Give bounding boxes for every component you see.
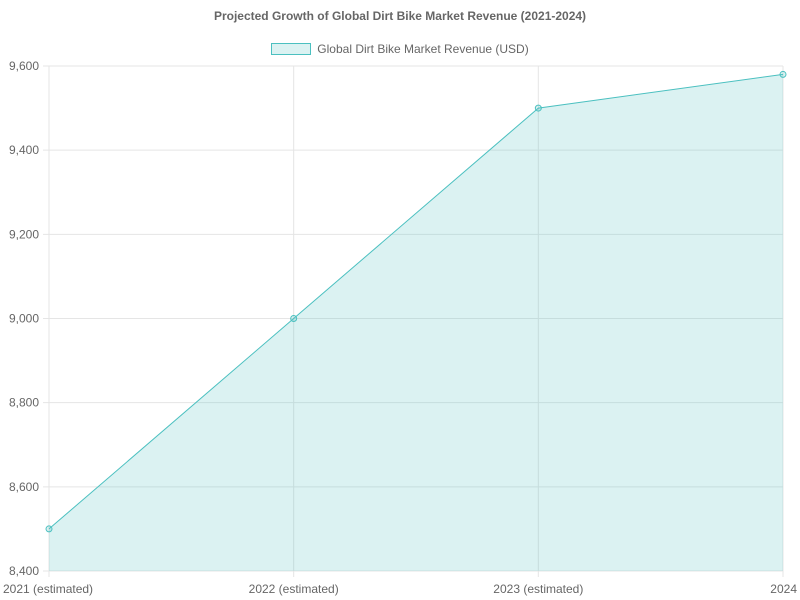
x-tick-label: 2023 (estimated)	[493, 582, 583, 596]
y-tick-label: 9,400	[9, 143, 39, 157]
legend-swatch-icon	[271, 43, 312, 55]
y-tick-label: 9,200	[9, 227, 39, 241]
y-tick-label: 8,600	[9, 480, 39, 494]
data-point-marker	[290, 315, 298, 322]
series-line	[48, 73, 784, 530]
data-point-marker	[534, 104, 542, 112]
x-tick-label: 2024	[770, 582, 797, 596]
y-tick-label: 8,800	[9, 396, 39, 410]
chart-title: Projected Growth of Global Dirt Bike Mar…	[213, 9, 587, 23]
area-fill	[49, 74, 783, 572]
legend-label: Global Dirt Bike Market Revenue (USD)	[317, 42, 529, 56]
chart-legend[interactable]: Global Dirt Bike Market Revenue (USD)	[0, 42, 800, 56]
x-tick-label: 2022 (estimated)	[249, 582, 339, 596]
data-point-marker	[45, 525, 53, 533]
y-tick-label: 9,000	[9, 312, 39, 326]
data-point-marker	[779, 70, 787, 78]
y-tick-label: 8,400	[9, 564, 39, 578]
y-tick-label: 9,600	[9, 59, 39, 73]
x-tick-label: 2021 (estimated)	[3, 582, 93, 596]
